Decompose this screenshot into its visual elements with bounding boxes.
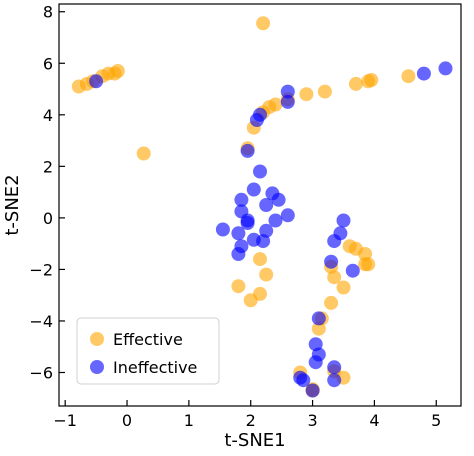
y-tick-label: 6 xyxy=(43,54,53,73)
x-tick-label: −1 xyxy=(53,411,77,430)
effective-point xyxy=(110,64,125,78)
y-axis-label: t-SNE2 xyxy=(2,174,23,235)
ineffective-point xyxy=(305,383,320,398)
x-tick-label: 4 xyxy=(369,411,379,430)
effective-point xyxy=(401,69,416,84)
ineffective-point xyxy=(345,263,360,278)
legend-marker-effective xyxy=(90,332,104,346)
effective-point xyxy=(324,295,339,310)
plot-frame xyxy=(58,3,462,407)
y-tick-label: 4 xyxy=(43,106,53,125)
effective-point xyxy=(253,252,267,267)
ineffective-point xyxy=(308,355,323,370)
x-tick-label: 2 xyxy=(246,411,256,430)
ineffective-point xyxy=(253,107,267,122)
ineffective-point xyxy=(324,254,339,269)
ineffective-point xyxy=(268,213,283,228)
x-tick-label: 1 xyxy=(184,411,194,430)
ineffective-point xyxy=(240,143,255,158)
y-tick-label: −6 xyxy=(29,364,53,383)
ineffective-point xyxy=(259,198,274,212)
x-axis-label: t-SNE1 xyxy=(224,430,285,451)
legend-label-ineffective: Ineffective xyxy=(113,358,197,377)
effective-point xyxy=(299,87,314,102)
ineffective-point xyxy=(271,192,286,207)
ineffective-point xyxy=(293,370,308,385)
ineffective-point xyxy=(231,226,246,241)
x-tick-label: 0 xyxy=(122,411,132,430)
x-tick-label: 3 xyxy=(307,411,317,430)
ineffective-point xyxy=(246,182,261,197)
x-tick-label: 5 xyxy=(431,411,441,430)
legend-marker-ineffective xyxy=(90,360,104,374)
effective-point xyxy=(348,76,363,91)
ticks-layer: −1 0 1 2 3 4 5 −6 −4 −2 0 2 4 6 8 xyxy=(29,3,441,430)
y-tick-label: 0 xyxy=(43,209,53,228)
ineffective-point xyxy=(311,311,326,326)
effective-point xyxy=(253,286,267,301)
effective-point xyxy=(317,84,332,99)
effective-point xyxy=(268,97,283,112)
ineffective-point xyxy=(231,247,246,261)
ineffective-point xyxy=(336,213,351,228)
effective-point xyxy=(364,73,379,87)
ineffective-point xyxy=(280,94,295,109)
y-tick-label: −2 xyxy=(29,260,53,279)
ineffective-point xyxy=(253,164,267,179)
axes-layer xyxy=(58,3,462,407)
ineffective-point xyxy=(240,216,255,230)
effective-point xyxy=(336,280,351,295)
y-tick-label: 8 xyxy=(43,3,53,22)
ineffective-point xyxy=(327,360,342,375)
y-tick-label: −4 xyxy=(29,312,53,331)
effective-point xyxy=(327,270,342,285)
legend-label-effective: Effective xyxy=(113,330,183,349)
ineffective-point xyxy=(215,222,230,237)
ineffective-point xyxy=(416,66,431,81)
ineffective-point xyxy=(327,234,342,249)
legend-frame xyxy=(76,317,220,385)
ineffective-point xyxy=(234,192,249,207)
effective-point xyxy=(136,146,151,161)
y-tick-label: 2 xyxy=(43,157,53,176)
points-layer xyxy=(71,16,453,398)
ineffective-point xyxy=(89,74,104,89)
legend: Effective Ineffective xyxy=(76,317,220,385)
effective-point xyxy=(231,279,246,294)
ineffective-point xyxy=(438,61,453,76)
ineffective-point xyxy=(327,373,342,388)
ineffective-point xyxy=(280,84,295,99)
effective-point xyxy=(259,267,274,282)
effective-point xyxy=(361,257,376,272)
ineffective-point xyxy=(280,208,295,223)
effective-point xyxy=(256,16,271,31)
ineffective-point xyxy=(256,234,271,249)
